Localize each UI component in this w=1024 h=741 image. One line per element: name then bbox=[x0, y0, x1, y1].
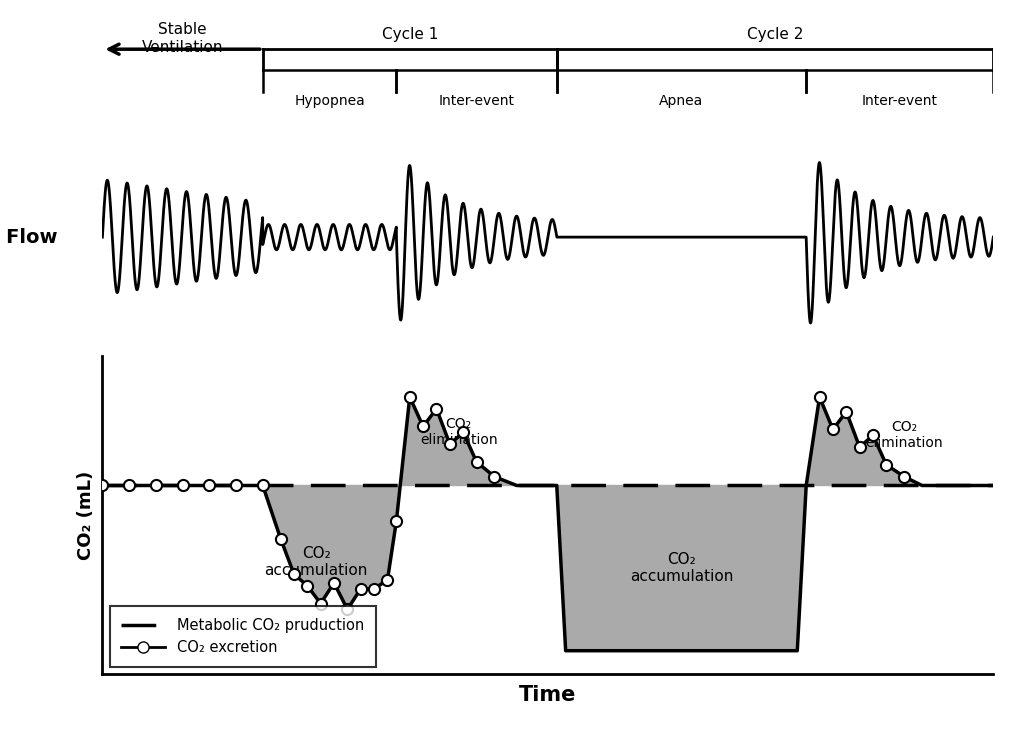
Text: Cycle 1: Cycle 1 bbox=[382, 27, 438, 42]
Text: CO₂
elimination: CO₂ elimination bbox=[865, 420, 943, 451]
Text: CO₂
elimination: CO₂ elimination bbox=[420, 417, 498, 448]
Polygon shape bbox=[806, 397, 993, 485]
Text: Stable
Ventilation: Stable Ventilation bbox=[142, 22, 223, 55]
Text: Cycle 2: Cycle 2 bbox=[746, 27, 803, 42]
Text: Inter-event: Inter-event bbox=[862, 95, 938, 108]
Y-axis label: CO₂ (mL): CO₂ (mL) bbox=[78, 471, 95, 559]
Text: CO₂
accumulation: CO₂ accumulation bbox=[264, 546, 368, 579]
Polygon shape bbox=[263, 485, 396, 609]
Text: Inter-event: Inter-event bbox=[438, 95, 515, 108]
Polygon shape bbox=[396, 397, 557, 521]
Text: CO₂
accumulation: CO₂ accumulation bbox=[630, 552, 733, 585]
Polygon shape bbox=[557, 485, 806, 651]
Legend: Metabolic CO₂ pruduction, CO₂ excretion: Metabolic CO₂ pruduction, CO₂ excretion bbox=[110, 606, 376, 667]
Text: Air Flow: Air Flow bbox=[0, 227, 57, 247]
Text: Apnea: Apnea bbox=[659, 95, 703, 108]
X-axis label: Time: Time bbox=[519, 685, 577, 705]
Text: Hypopnea: Hypopnea bbox=[294, 95, 365, 108]
